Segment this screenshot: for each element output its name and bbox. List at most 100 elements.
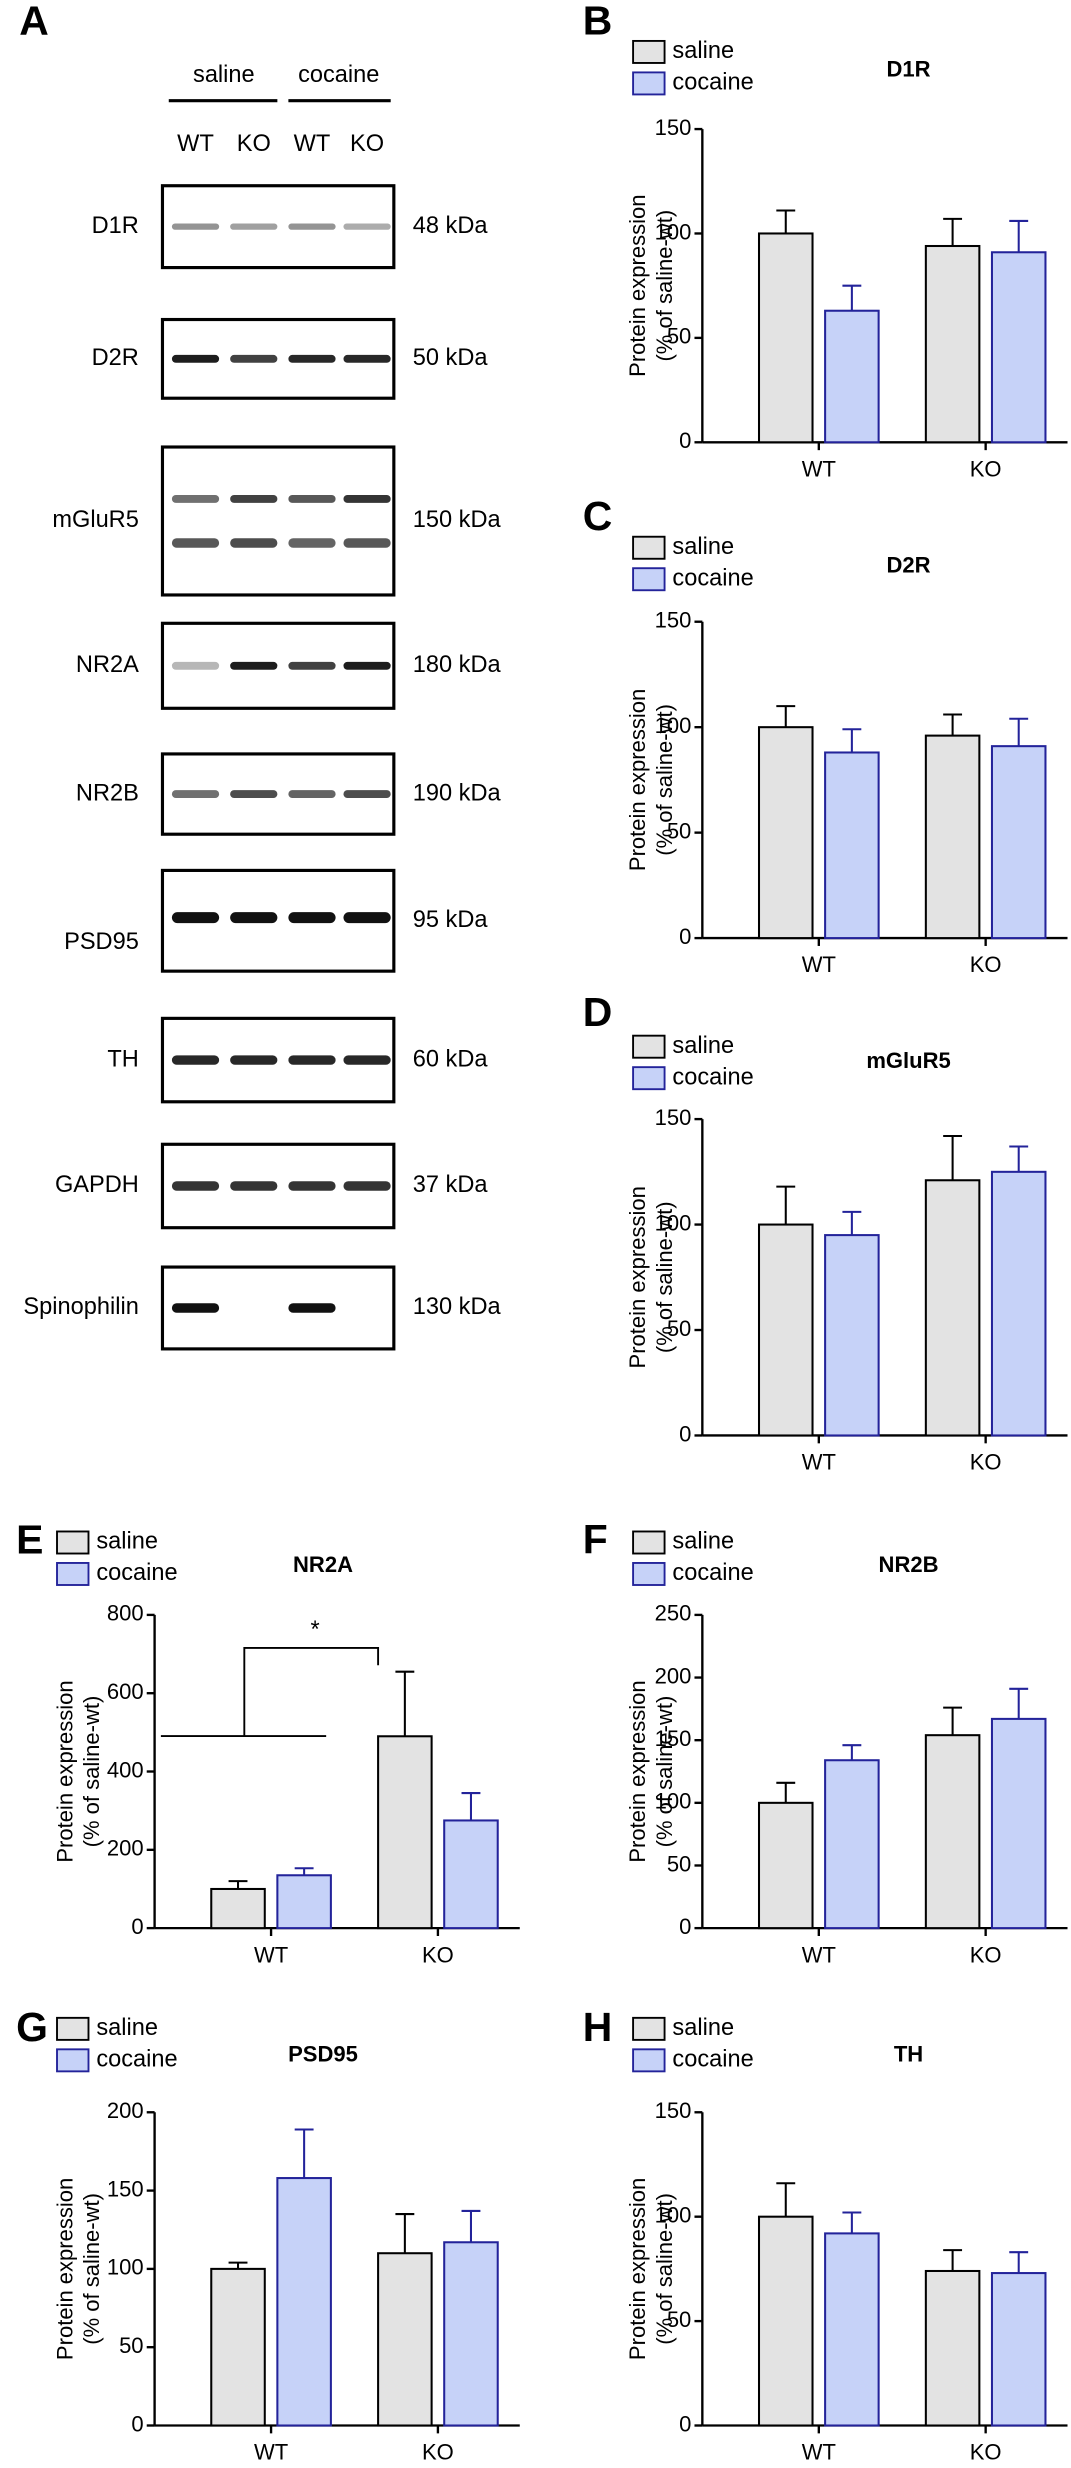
blot-band <box>230 661 278 670</box>
protein-label: NR2A <box>76 652 139 678</box>
protein-label: D1R <box>92 213 139 239</box>
blot-band <box>343 354 391 363</box>
bar <box>824 309 880 444</box>
bar <box>824 2232 880 2427</box>
chart-title: NR2B <box>879 1552 939 1577</box>
bar <box>824 1759 880 1930</box>
y-tick-label: 0 <box>679 428 691 453</box>
blot-band <box>288 912 336 924</box>
x-tick-label: KO <box>970 2440 1002 2465</box>
bar <box>757 232 814 444</box>
y-tick-label: 400 <box>107 1757 144 1782</box>
y-tick-label: 50 <box>667 818 692 843</box>
protein-label: TH <box>107 1046 138 1072</box>
y-axis-label: Protein expression <box>625 2178 650 2360</box>
legend-swatch <box>56 1562 90 1586</box>
y-tick-label: 0 <box>131 2411 143 2436</box>
blot-band <box>230 790 278 799</box>
protein-size: 48 kDa <box>413 213 489 239</box>
y-axis-label: Protein expression <box>625 195 650 377</box>
x-tick-label: WT <box>802 456 836 481</box>
blot-band <box>288 1181 336 1191</box>
blot-band <box>288 790 336 799</box>
y-tick-label: 100 <box>655 1789 692 1814</box>
legend-label: saline <box>672 38 734 64</box>
bar <box>443 2241 499 2427</box>
blot-band <box>171 661 220 670</box>
y-tick-label: 0 <box>679 924 691 949</box>
legend-label: saline <box>672 534 734 560</box>
blot-band <box>288 495 336 503</box>
chart-title: TH <box>894 2041 923 2066</box>
bar <box>377 2252 433 2427</box>
x-tick-label: WT <box>254 2440 288 2465</box>
group-label: cocaine <box>298 62 379 88</box>
y-tick-label: 0 <box>679 1914 691 1939</box>
protein-size: 50 kDa <box>413 345 489 371</box>
y-tick-label: 150 <box>655 1105 692 1130</box>
blot-band <box>343 1181 391 1191</box>
x-tick-label: KO <box>422 2440 454 2465</box>
significance-bracket <box>160 1647 380 1738</box>
chart-title: D1R <box>887 57 931 82</box>
legend-label: cocaine <box>672 565 753 591</box>
lane-label: KO <box>237 131 271 157</box>
lane-label: WT <box>294 131 331 157</box>
y-axis-label: Protein expression <box>625 1186 650 1368</box>
bar <box>990 1717 1047 1930</box>
y-axis-label: Protein expression <box>52 2178 77 2360</box>
legend-swatch <box>632 39 666 64</box>
y-tick-label: 100 <box>655 2203 692 2228</box>
panel-letter: D <box>583 989 613 1035</box>
blot-band <box>343 538 391 548</box>
blot-band <box>171 495 220 503</box>
legend-swatch <box>632 567 666 592</box>
blot-band <box>230 354 278 363</box>
bar <box>824 751 880 940</box>
protein-size: 60 kDa <box>413 1046 489 1072</box>
blot-band <box>288 1303 336 1313</box>
bar <box>757 726 814 940</box>
blot-box <box>160 184 396 270</box>
y-tick-label: 100 <box>107 2255 144 2280</box>
blot-band <box>343 223 391 230</box>
blot-band <box>288 354 336 363</box>
blot-band <box>230 538 278 548</box>
y-tick-label: 0 <box>131 1914 143 1939</box>
panel-letter: G <box>16 2004 48 2050</box>
y-axis-label: (% of saline-wt) <box>652 1201 677 1353</box>
protein-size: 37 kDa <box>413 1172 489 1198</box>
y-axis-label: (% of saline-wt) <box>652 210 677 362</box>
legend-swatch <box>56 1530 90 1555</box>
x-tick-label: KO <box>970 1942 1002 1967</box>
bar <box>990 2272 1047 2427</box>
lane-label: WT <box>177 131 214 157</box>
blot-band <box>288 538 336 548</box>
protein-size: 190 kDa <box>413 780 502 806</box>
panel-letter: H <box>583 2004 613 2050</box>
y-tick-label: 800 <box>107 1601 144 1626</box>
blot-band <box>171 538 220 548</box>
bar <box>824 1234 880 1437</box>
y-tick-label: 0 <box>679 2411 691 2436</box>
blot-band <box>171 790 220 799</box>
y-axis-label: (% of saline-wt) <box>79 1696 104 1848</box>
y-tick-label: 100 <box>655 1210 692 1235</box>
significance-label: * <box>311 1617 320 1643</box>
bar <box>990 251 1047 444</box>
y-axis-label: (% of saline-wt) <box>652 2193 677 2345</box>
bar <box>757 2215 814 2427</box>
panel-letter: F <box>583 1516 608 1562</box>
blot-band <box>171 912 220 924</box>
legend-swatch <box>632 2048 666 2073</box>
protein-label: PSD95 <box>64 929 139 955</box>
y-tick-label: 200 <box>655 1663 692 1688</box>
lane-label: KO <box>350 131 384 157</box>
x-tick-label: WT <box>254 1942 288 1967</box>
legend-label: saline <box>96 2015 158 2041</box>
protein-size: 130 kDa <box>413 1294 502 1320</box>
blot-band <box>288 661 336 670</box>
y-axis-label: (% of saline-wt) <box>652 1696 677 1848</box>
